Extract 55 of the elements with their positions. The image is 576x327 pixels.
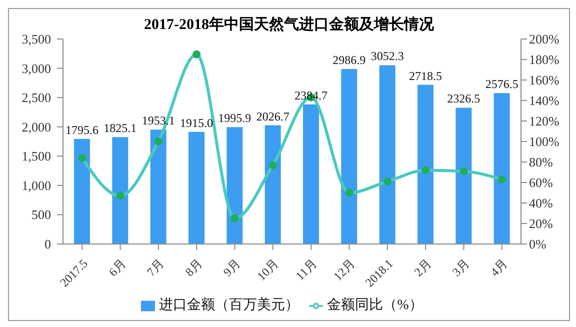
x-tick-label: 3月 (449, 256, 472, 280)
y2-tick-label: 80% (529, 154, 553, 170)
y2-tick-label: 160% (529, 72, 560, 88)
y2-tick-label: 20% (529, 216, 553, 232)
y-tick-label: 500 (32, 207, 51, 222)
data-label: 2576.5 (485, 77, 518, 92)
data-label: 1915.0 (180, 116, 213, 130)
y2-tick-label: 120% (529, 114, 560, 129)
y-tick-label: 2,500 (22, 90, 51, 106)
bar (341, 69, 358, 244)
x-tick-label: 10月 (254, 256, 282, 284)
bar (494, 93, 510, 244)
x-tick-label: 9月 (220, 256, 244, 280)
bar (379, 65, 396, 244)
y-tick-label: 1,000 (22, 178, 51, 193)
data-label: 2326.5 (447, 92, 480, 106)
data-label: 3052.3 (370, 49, 404, 64)
bar (226, 127, 243, 244)
y2-tick-label: 200% (529, 32, 560, 47)
data-label: 1825.1 (104, 121, 137, 136)
bar (188, 132, 204, 244)
chart-title: 2017-2018年中国天然气进口金额及增长情况 (144, 17, 434, 33)
data-label: 1995.9 (218, 111, 252, 126)
data-label: 2384.7 (294, 88, 328, 102)
y-tick-label: 3,000 (22, 60, 51, 76)
x-tick-label: 7月 (144, 256, 167, 280)
y2-tick-label: 140% (529, 93, 560, 108)
bar (418, 84, 434, 244)
legend-label: 进口金额（百万美元） (159, 298, 300, 313)
y-tick-label: 0 (44, 236, 51, 252)
y2-tick-label: 100% (529, 134, 560, 150)
data-label: 2718.5 (409, 68, 442, 83)
bar (303, 104, 319, 244)
bar (264, 125, 281, 244)
bar (112, 137, 128, 244)
x-tick-label: 2月 (411, 256, 434, 280)
data-label: 2986.9 (332, 53, 366, 68)
y2-tick-label: 60% (529, 175, 553, 190)
bar (150, 130, 166, 244)
x-tick-label: 12月 (330, 256, 358, 284)
data-label: 1795.6 (66, 122, 98, 137)
x-tick-label: 6月 (106, 256, 129, 280)
y2-tick-label: 40% (529, 196, 553, 211)
legend-label: 金额同比（%） (327, 298, 423, 313)
y2-tick-label: 0% (529, 236, 546, 252)
x-tick-label: 4月 (488, 256, 510, 280)
x-tick-label: 11月 (292, 256, 320, 284)
x-tick-label: 8月 (182, 256, 205, 280)
data-label: 2026.7 (256, 109, 290, 124)
y-tick-label: 2,000 (22, 119, 51, 134)
bar (74, 138, 90, 244)
y-tick-label: 1,500 (22, 148, 51, 164)
y-tick-label: 3,500 (22, 32, 51, 46)
y2-tick-label: 180% (529, 52, 560, 68)
bar (456, 108, 472, 244)
